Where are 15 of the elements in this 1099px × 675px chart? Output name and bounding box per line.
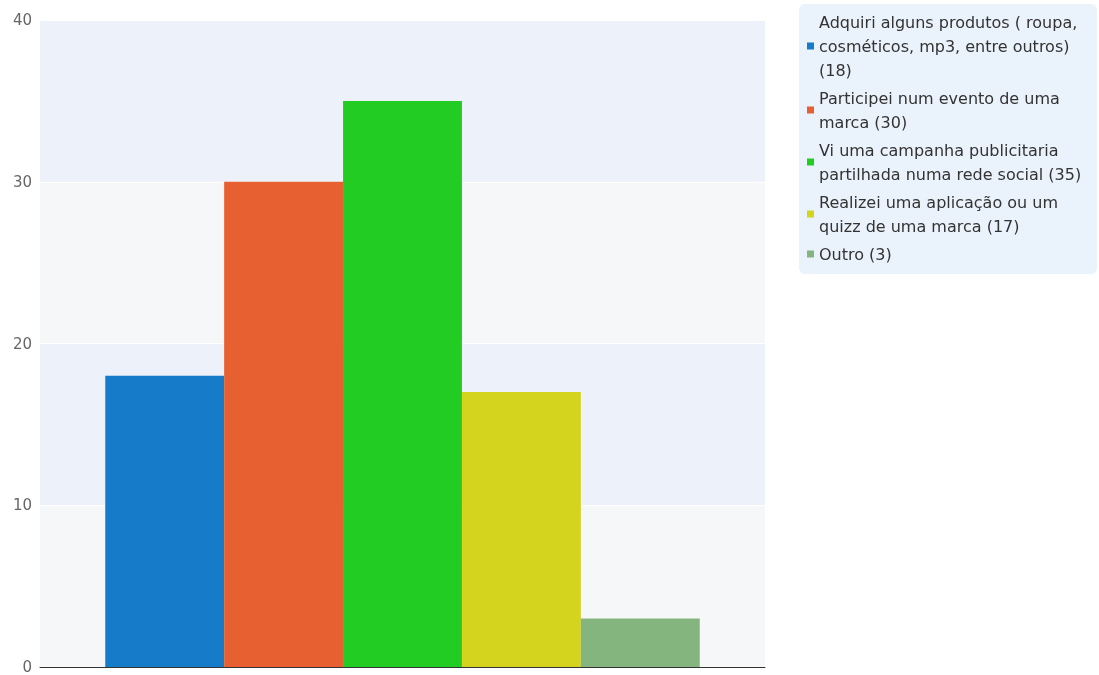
bar — [105, 375, 225, 667]
legend-label: Participei num evento de uma marca (30) — [819, 88, 1065, 132]
legend-label: Adquiri alguns produtos ( roupa, cosméticos, mp3, entre outros) (18) — [819, 12, 1083, 80]
y-tick-label: 40 — [12, 11, 32, 29]
legend-label: Vi uma campanha publicitaria partilhada numa rede social (35) — [819, 140, 1082, 184]
y-tick-label: 10 — [12, 496, 32, 515]
bar — [343, 100, 462, 667]
legend-label: Realizei uma aplicação ou um quizz de uma marca (17) — [819, 192, 1064, 236]
bar — [580, 618, 700, 667]
bar — [461, 392, 581, 667]
bar — [224, 181, 344, 667]
y-tick-label: 0 — [22, 658, 32, 675]
legend-label: Outro (3) — [819, 244, 892, 264]
y-tick-label: 20 — [12, 334, 32, 353]
y-tick-label: 30 — [12, 172, 32, 191]
